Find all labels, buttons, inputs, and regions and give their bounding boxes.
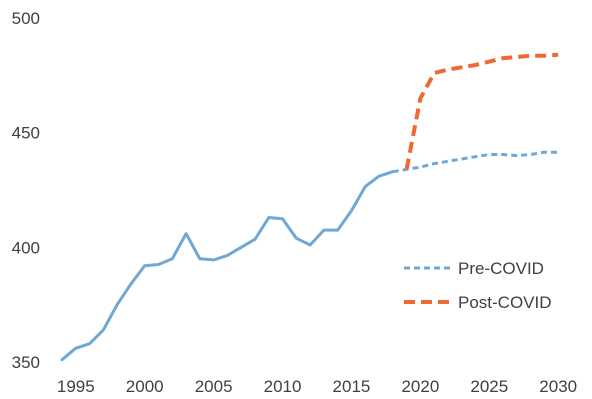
x-tick-label-2005: 2005 [195, 377, 233, 396]
x-tick-label-2010: 2010 [264, 377, 302, 396]
legend: Pre-COVID Post-COVID [404, 259, 552, 312]
x-tick-label-2030: 2030 [539, 377, 577, 396]
series-line-pre-covid [392, 150, 559, 174]
y-tick-label-400: 400 [12, 238, 40, 257]
x-tick-label-2000: 2000 [126, 377, 164, 396]
x-tick-label-2025: 2025 [470, 377, 508, 396]
y-tick-label-500: 500 [12, 9, 40, 28]
legend-label-pre-covid: Pre-COVID [458, 259, 544, 278]
legend-label-post-covid: Post-COVID [458, 293, 552, 312]
y-tick-label-450: 450 [12, 124, 40, 143]
series-line-historical [60, 170, 395, 362]
x-tick-label-1995: 1995 [57, 377, 95, 396]
y-axis: 350 400 450 500 [12, 9, 40, 372]
x-tick-label-2015: 2015 [333, 377, 371, 396]
x-tick-label-2020: 2020 [401, 377, 439, 396]
plot-area [60, 52, 559, 362]
x-axis: 1995 2000 2005 2010 2015 2020 2025 2030 [57, 377, 577, 396]
y-tick-label-350: 350 [12, 353, 40, 372]
